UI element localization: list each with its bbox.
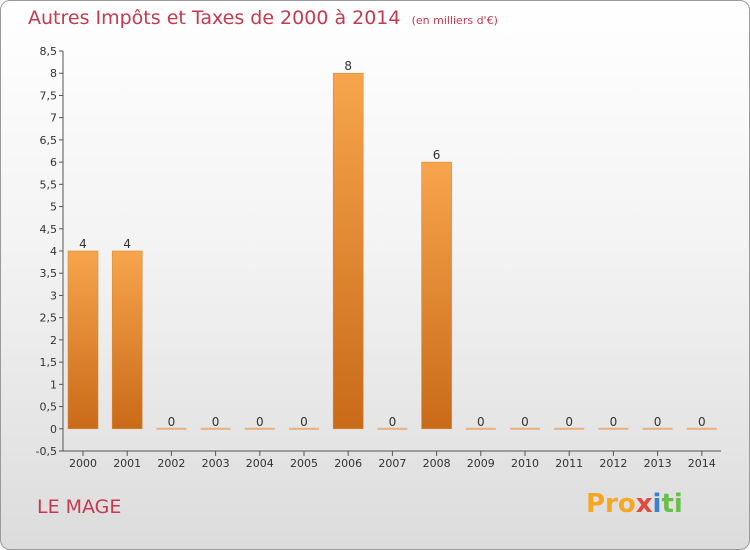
x-tick-label: 2011: [555, 457, 583, 470]
y-tick-label: 0: [50, 423, 57, 436]
y-tick-label: 4: [50, 245, 57, 258]
bar: [598, 427, 629, 430]
x-axis: 2000 2001 2002 2003 2004 2005 2006 2007 2008 2009…: [63, 450, 721, 470]
x-tick-label: 2009: [467, 457, 495, 470]
bar: [510, 427, 540, 430]
value-label: 0: [256, 415, 264, 429]
y-tick-label: 5,5: [40, 178, 58, 191]
value-label: 8: [344, 59, 352, 73]
x-tick-label: 2012: [599, 457, 627, 470]
bar: [156, 427, 187, 430]
bar: [200, 427, 231, 430]
x-tick-label: 2008: [423, 457, 451, 470]
y-tick-label: -0,5: [36, 445, 57, 458]
chart-title-main: Autres Impôts et Taxes de 2000 à 2014: [28, 7, 401, 29]
x-tick-label: 2001: [113, 457, 141, 470]
place-name: LE MAGE: [37, 496, 122, 518]
value-label: 0: [698, 415, 706, 429]
y-tick-label: 7: [50, 112, 57, 125]
x-tick-label: 2005: [290, 457, 318, 470]
y-tick-label: 7,5: [40, 89, 58, 102]
bar: [111, 250, 143, 430]
value-label: 0: [389, 415, 397, 429]
x-tick-label: 2013: [644, 457, 672, 470]
value-label: 0: [654, 415, 662, 429]
value-label: 0: [521, 415, 529, 429]
y-tick-label: 6: [50, 156, 57, 169]
value-labels-group: 4 4 0 0 0 0 8 0 6 0 0 0 0 0 0: [79, 59, 705, 429]
value-label: 0: [610, 415, 618, 429]
y-tick-label: 4,5: [40, 223, 58, 236]
x-tick-label: 2002: [157, 457, 185, 470]
value-label: 0: [168, 415, 176, 429]
bar: [332, 72, 364, 430]
bar: [686, 427, 717, 430]
y-tick-label: 6,5: [40, 134, 58, 147]
y-tick-label: 1,5: [40, 356, 58, 369]
y-tick-label: 3,5: [40, 267, 58, 280]
y-tick-label: 8: [50, 67, 57, 80]
x-tick-label: 2000: [69, 457, 97, 470]
logo-part-3: i: [652, 489, 662, 519]
logo-part-2: x: [635, 489, 653, 519]
x-tick-label: 2003: [202, 457, 230, 470]
value-label: 6: [433, 148, 441, 162]
x-tick-label: 2010: [511, 457, 539, 470]
bars-group: [67, 72, 717, 430]
y-axis: -0,5 0 0,5 1 1,5 2 2,5 3 3,5 4 4,5 5 5,5 6 6,5 7 7,5 8 8,5: [36, 45, 64, 458]
bar: [67, 250, 99, 430]
bar: [642, 427, 673, 430]
bar: [244, 427, 275, 430]
value-label: 4: [123, 237, 131, 251]
bar: [289, 427, 319, 430]
value-label: 0: [300, 415, 308, 429]
y-tick-label: 0,5: [40, 401, 58, 414]
y-tick-label: 3: [50, 289, 57, 302]
x-tick-label: 2007: [378, 457, 406, 470]
y-tick-label: 1: [50, 378, 57, 391]
proxiti-logo[interactable]: Proxiti: [586, 489, 683, 519]
x-tick-label: 2014: [688, 457, 716, 470]
y-tick-label: 8,5: [40, 45, 58, 58]
y-tick-label: 2,5: [40, 312, 58, 325]
y-tick-label: 2: [50, 334, 57, 347]
logo-part-1: Pro: [586, 489, 636, 519]
value-label: 0: [212, 415, 220, 429]
bar: [554, 427, 585, 430]
y-tick-label: 5: [50, 201, 57, 214]
bar: [377, 427, 408, 430]
chart-title: Autres Impôts et Taxes de 2000 à 2014 (e…: [28, 7, 498, 29]
bar: [465, 427, 496, 430]
value-label: 0: [477, 415, 485, 429]
x-tick-label: 2004: [246, 457, 274, 470]
x-tick-label: 2006: [334, 457, 362, 470]
value-label: 4: [79, 237, 87, 251]
bar: [421, 161, 452, 430]
value-label: 0: [565, 415, 573, 429]
chart-title-unit: (en milliers d'€): [411, 14, 498, 27]
logo-part-4: ti: [661, 489, 683, 519]
